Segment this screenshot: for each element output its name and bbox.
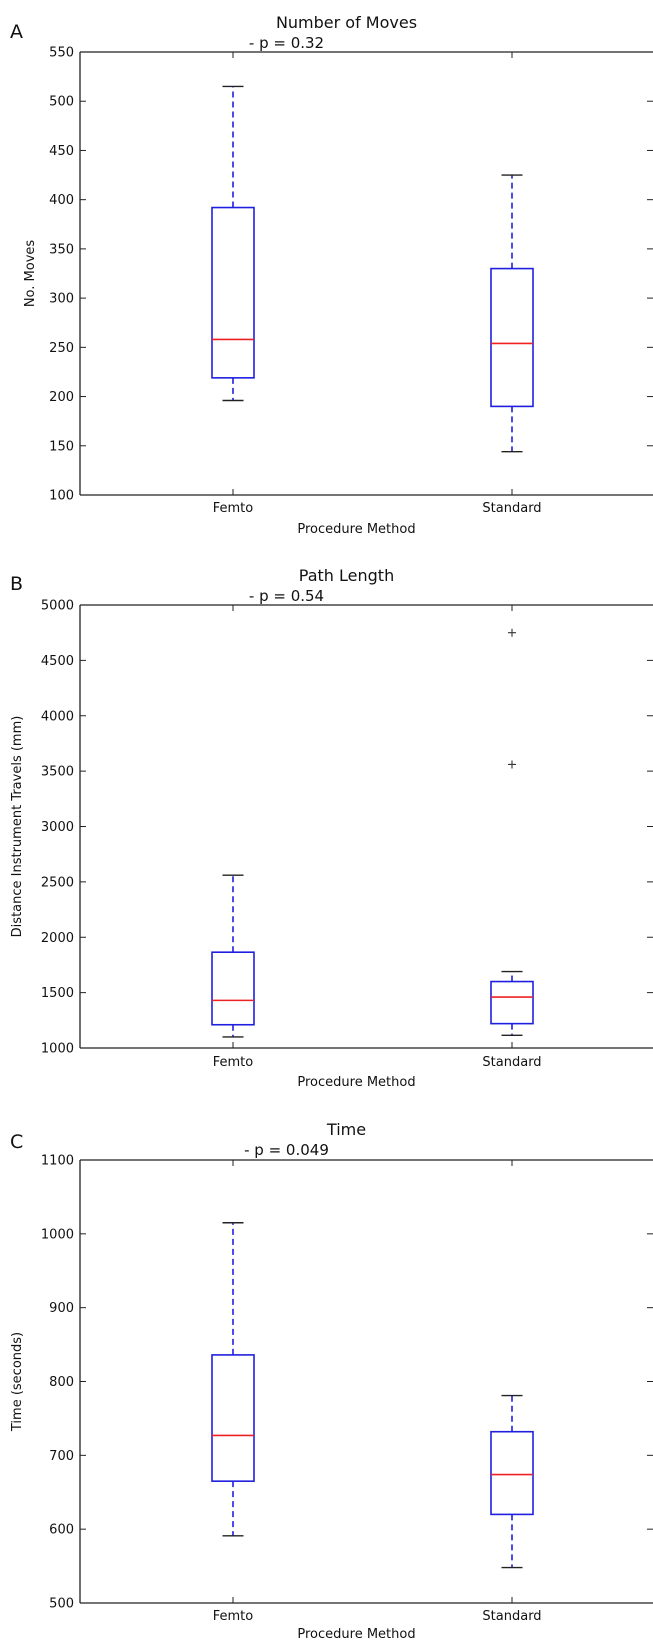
y-tick-label: 300	[49, 292, 74, 307]
y-axis-label: Time (seconds)	[10, 1332, 25, 1432]
x-axis-label: Procedure Method	[297, 1627, 415, 1641]
y-tick-label: 500	[49, 1597, 74, 1612]
y-tick-label: 1000	[41, 1042, 74, 1057]
y-tick-label: 1500	[41, 986, 74, 1001]
box-femto	[211, 951, 255, 1026]
y-tick-label: 1000	[41, 1227, 74, 1242]
outlier-point	[508, 628, 516, 637]
y-tick-label: 2000	[41, 931, 74, 946]
y-axis-label: Distance Instrument Travels (mm)	[10, 716, 25, 938]
y-tick-label: 5000	[41, 599, 74, 614]
y-axis-label: No. Moves	[23, 240, 38, 308]
x-tick-label: Femto	[213, 501, 254, 516]
outlier-point	[508, 760, 516, 769]
y-tick-label: 4000	[41, 709, 74, 724]
box-standard	[490, 267, 534, 408]
y-tick-label: 100	[49, 489, 74, 504]
box-femto	[211, 1354, 255, 1482]
box-femto	[211, 206, 255, 379]
box-standard	[490, 980, 534, 1025]
y-tick-label: 900	[49, 1301, 74, 1316]
box-standard	[490, 1430, 534, 1516]
x-tick-label: Femto	[213, 1055, 254, 1070]
y-tick-label: 600	[49, 1523, 74, 1538]
y-tick-label: 500	[49, 95, 74, 110]
x-tick-label: Standard	[482, 1609, 541, 1624]
chart-title: Path Length	[299, 566, 394, 585]
y-tick-label: 350	[49, 242, 74, 257]
y-tick-label: 400	[49, 193, 74, 208]
p-value-annotation: - p = 0.049	[244, 1141, 329, 1159]
y-tick-label: 150	[49, 439, 74, 454]
panel-label: B	[10, 573, 23, 595]
y-tick-label: 3500	[41, 765, 74, 780]
x-axis-label: Procedure Method	[297, 1075, 415, 1090]
y-tick-label: 700	[49, 1449, 74, 1464]
x-axis-label: Procedure Method	[297, 522, 415, 537]
y-tick-label: 4500	[41, 654, 74, 669]
panel-label: A	[10, 21, 23, 43]
p-value-annotation: - p = 0.54	[249, 587, 324, 605]
chart-title: Number of Moves	[276, 13, 417, 32]
x-tick-label: Femto	[213, 1609, 254, 1624]
y-tick-label: 200	[49, 390, 74, 405]
x-tick-label: Standard	[482, 1055, 541, 1070]
y-tick-label: 2500	[41, 875, 74, 890]
y-tick-label: 3000	[41, 820, 74, 835]
chart-title: Time	[326, 1120, 366, 1139]
p-value-annotation: - p = 0.32	[249, 34, 324, 52]
panel-label: C	[10, 1131, 23, 1153]
y-tick-label: 550	[49, 46, 74, 61]
y-tick-label: 800	[49, 1375, 74, 1390]
y-tick-label: 250	[49, 341, 74, 356]
y-tick-label: 450	[49, 144, 74, 159]
x-tick-label: Standard	[482, 501, 541, 516]
y-tick-label: 1100	[41, 1154, 74, 1169]
